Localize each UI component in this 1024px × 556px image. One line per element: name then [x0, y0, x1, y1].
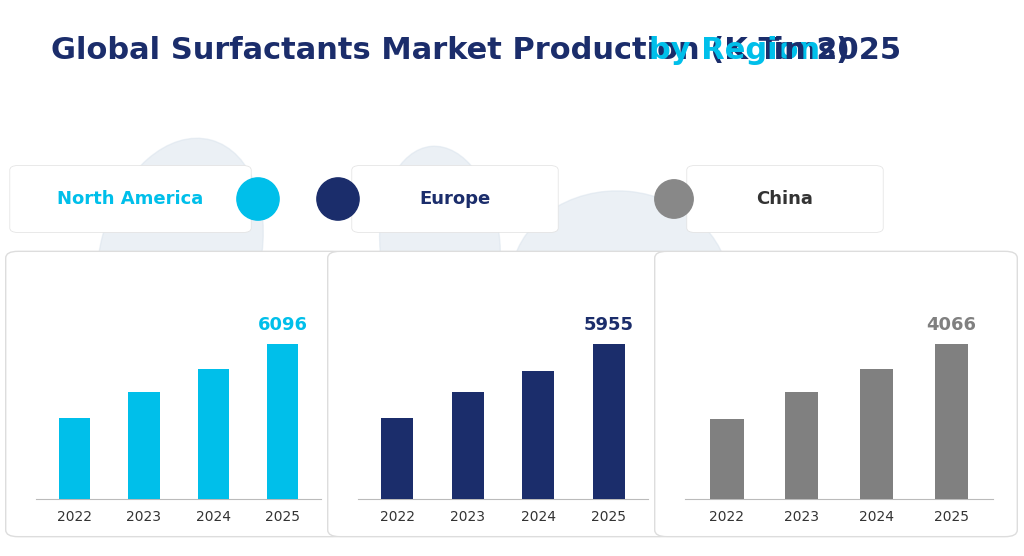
Ellipse shape	[115, 316, 206, 435]
Bar	[59, 418, 90, 499]
Circle shape	[654, 180, 693, 218]
Ellipse shape	[635, 326, 765, 426]
Bar	[452, 392, 483, 499]
Circle shape	[316, 178, 359, 220]
Ellipse shape	[775, 321, 864, 391]
Text: 5955: 5955	[584, 316, 634, 334]
Text: by Region: by Region	[649, 36, 820, 65]
Ellipse shape	[390, 316, 470, 396]
Text: 6096: 6096	[258, 316, 307, 334]
Bar	[267, 344, 298, 499]
Bar	[198, 369, 228, 499]
Ellipse shape	[96, 138, 263, 374]
Bar	[710, 419, 743, 499]
Text: in 2025: in 2025	[763, 36, 901, 65]
Ellipse shape	[380, 146, 501, 346]
Bar	[935, 344, 969, 499]
Bar	[593, 344, 625, 499]
Text: Europe: Europe	[420, 190, 490, 208]
Circle shape	[237, 178, 280, 220]
Bar	[381, 418, 413, 499]
Bar	[784, 392, 818, 499]
Bar	[860, 369, 893, 499]
Bar	[128, 392, 160, 499]
Text: North America: North America	[57, 190, 204, 208]
Text: Global Surfactants Market Production (K Tons): Global Surfactants Market Production (K …	[51, 36, 861, 65]
Bar	[522, 371, 554, 499]
Text: 4066: 4066	[927, 316, 977, 334]
Ellipse shape	[510, 191, 730, 381]
Text: China: China	[757, 190, 813, 208]
